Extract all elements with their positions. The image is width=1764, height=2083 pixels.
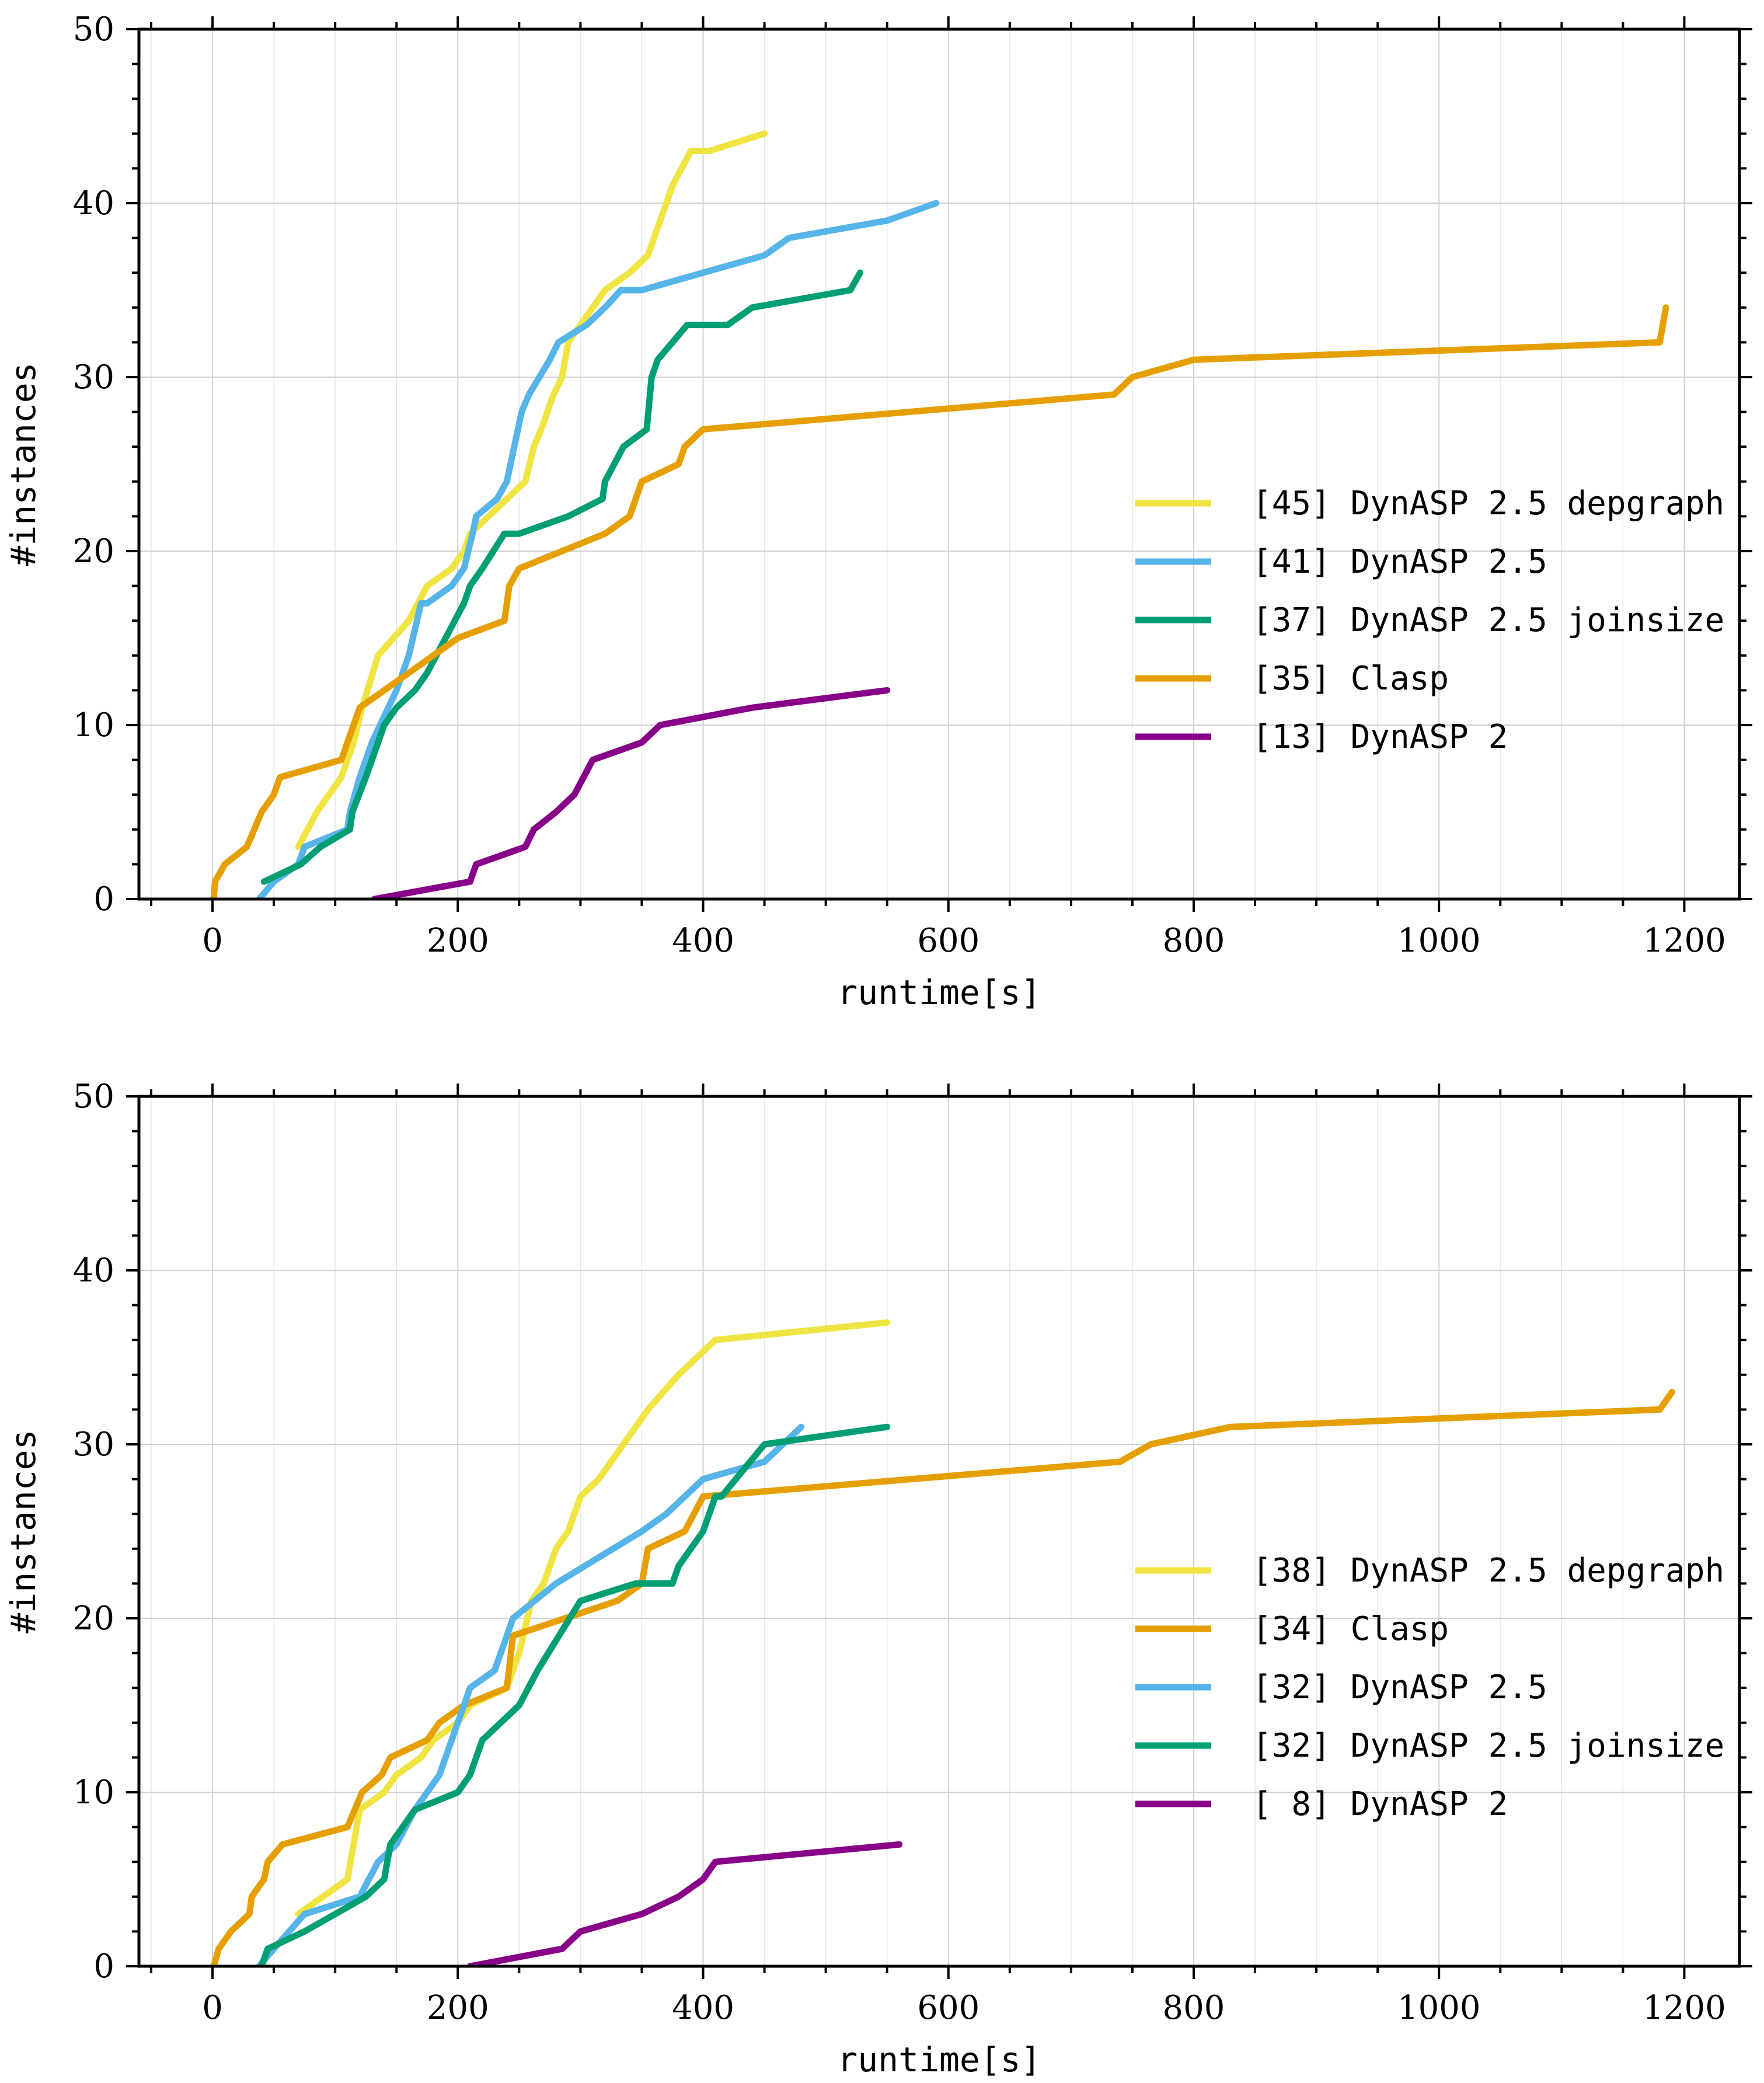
x-tick-label: 1000 — [1397, 1989, 1481, 2027]
top-panel: 0 200 400 600 800 1000 1200 runtime[s] 0 10 20 30 40… — [4, 11, 1752, 1012]
y-tick-label: 20 — [73, 532, 114, 570]
y-tick-label: 0 — [93, 880, 114, 918]
series-line-0 — [295, 1319, 891, 1918]
series-line-1 — [210, 1389, 1675, 1966]
y-tick-label: 30 — [73, 1426, 114, 1464]
x-tick-label: 800 — [1163, 922, 1225, 960]
x-tick-label: 0 — [202, 1989, 223, 2027]
legend-entry-0: [45] DynASP 2.5 depgraph — [1252, 485, 1724, 523]
y-tick-label: 30 — [73, 358, 114, 396]
x-tick-label: 600 — [917, 922, 979, 960]
grid — [139, 29, 1739, 900]
series-line-4 — [371, 687, 891, 899]
legend-entry-3: [32] DynASP 2.5 joinsize — [1252, 1727, 1724, 1765]
legend-entry-4: [ 8] DynASP 2 — [1252, 1785, 1508, 1823]
series-line-4 — [466, 1841, 903, 1966]
x-tick-label: 400 — [672, 922, 734, 960]
legend-entry-1: [34] Clasp — [1252, 1610, 1449, 1648]
legend-entry-1: [41] DynASP 2.5 — [1252, 543, 1547, 581]
x-tick-label: 1000 — [1397, 922, 1481, 960]
x-tick-label: 400 — [672, 1989, 734, 2027]
x-tick-label: 1200 — [1643, 1989, 1726, 2027]
bottom-panel: 0 200 400 600 800 1000 1200 runtime[s] 0 10 20 30 40… — [4, 1078, 1752, 2079]
y-tick-label: 40 — [73, 1252, 114, 1290]
y-tick-label: 20 — [73, 1600, 114, 1638]
series-line-0 — [295, 130, 768, 851]
series-line-2 — [260, 269, 863, 885]
x-tick-label: 600 — [917, 1989, 979, 2027]
legend-entry-2: [32] DynASP 2.5 — [1252, 1669, 1547, 1706]
legend-entry-4: [13] DynASP 2 — [1252, 718, 1508, 756]
legend-entry-0: [38] DynASP 2.5 depgraph — [1252, 1552, 1724, 1590]
y-tick-label: 0 — [93, 1948, 114, 1986]
series-line-3 — [258, 1423, 891, 1966]
x-tick-label: 200 — [427, 1989, 489, 2027]
y-tick-label: 10 — [73, 706, 114, 744]
legend-entry-2: [37] DynASP 2.5 joinsize — [1252, 601, 1724, 639]
x-axis: 0 200 400 600 800 1000 1200 runtime[s] — [150, 16, 1726, 1012]
y-axis: 0 10 20 30 40 50 #instances — [4, 1078, 1752, 1986]
y-tick-label: 40 — [73, 184, 114, 222]
x-axis-label: runtime[s] — [837, 2040, 1041, 2079]
x-tick-label: 200 — [427, 922, 489, 960]
plot-frame — [137, 27, 1741, 901]
legend-entry-3: [35] Clasp — [1252, 660, 1449, 698]
x-tick-label: 800 — [1163, 1989, 1225, 2027]
series-group — [210, 1319, 1675, 1966]
y-axis-label: #instances — [4, 1429, 43, 1633]
x-axis: 0 200 400 600 800 1000 1200 runtime[s] — [150, 1084, 1726, 2079]
legend: [45] DynASP 2.5 depgraph [41] DynASP 2.5 [… — [1135, 485, 1724, 756]
legend: [38] DynASP 2.5 depgraph [34] Clasp [32] D… — [1135, 1552, 1724, 1823]
series-line-3 — [210, 304, 1669, 899]
x-tick-label: 1200 — [1643, 922, 1726, 960]
grid — [139, 1096, 1739, 1967]
y-axis-label: #instances — [4, 362, 43, 566]
y-axis: 0 10 20 30 40 50 #instances — [4, 11, 1752, 918]
y-tick-label: 50 — [73, 1078, 114, 1116]
plot-frame — [137, 1095, 1741, 1968]
series-group — [210, 130, 1669, 899]
y-tick-label: 10 — [73, 1774, 114, 1812]
y-tick-label: 50 — [73, 11, 114, 48]
x-tick-label: 0 — [202, 922, 223, 960]
x-axis-label: runtime[s] — [837, 973, 1041, 1012]
